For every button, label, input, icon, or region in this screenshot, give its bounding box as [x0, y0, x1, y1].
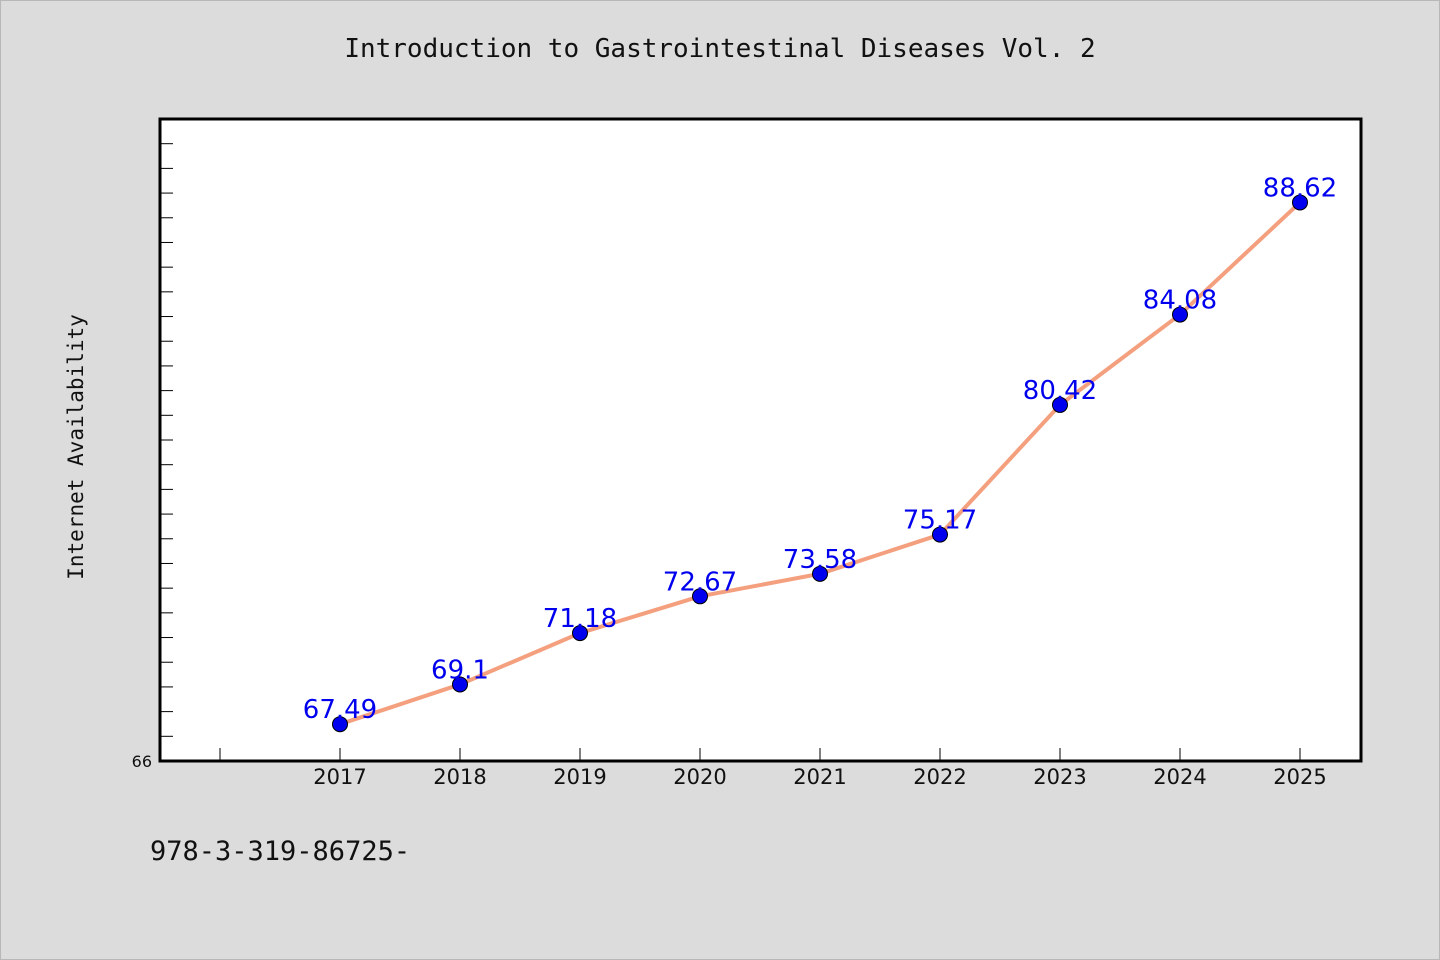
x-tick-label: 2023 [1033, 765, 1086, 789]
y-tick-label: 66 [132, 752, 152, 771]
data-label: 71.18 [543, 604, 617, 634]
data-point [1292, 194, 1308, 211]
data-label: 80.42 [1023, 376, 1097, 406]
data-label: 84.08 [1143, 286, 1217, 316]
markers-group [332, 194, 1308, 733]
x-tick-label: 2022 [913, 765, 966, 789]
data-point [692, 588, 708, 605]
data-label: 73.58 [783, 545, 857, 575]
data-point [932, 526, 948, 543]
x-tick-label: 2018 [433, 765, 486, 789]
x-tick-label: 2019 [553, 765, 606, 789]
data-label: 67.49 [303, 695, 377, 725]
data-label: 69.1 [431, 655, 489, 685]
data-point [1172, 306, 1188, 323]
data-point [452, 676, 468, 693]
x-tick-label: 2021 [793, 765, 846, 789]
x-tick-label: 2017 [313, 765, 366, 789]
data-point [1052, 396, 1068, 413]
data-label: 72.67 [663, 567, 737, 597]
x-tick-label: 2024 [1153, 765, 1206, 789]
data-labels-group: 67.49 69.1 71.18 72.67 73.58 75.17 80.42 84.08 8… [303, 173, 1337, 725]
x-axis-ticks: 2017 2018 2019 2020 2021 2022 2023 2024 2025 [219, 748, 1327, 789]
y-axis-ticks: 66 [132, 143, 173, 771]
data-point [332, 716, 348, 733]
data-point [812, 565, 828, 582]
plot-area [158, 117, 1363, 763]
x-tick-label: 2025 [1273, 765, 1326, 789]
x-tick-label: 2020 [673, 765, 726, 789]
data-label: 75.17 [903, 506, 977, 536]
chart-title: Introduction to Gastrointestinal Disease… [344, 34, 1096, 64]
data-point [572, 625, 588, 642]
data-label: 88.62 [1263, 173, 1337, 203]
footer-isbn-text: 978-3-319-86725- [150, 836, 411, 867]
